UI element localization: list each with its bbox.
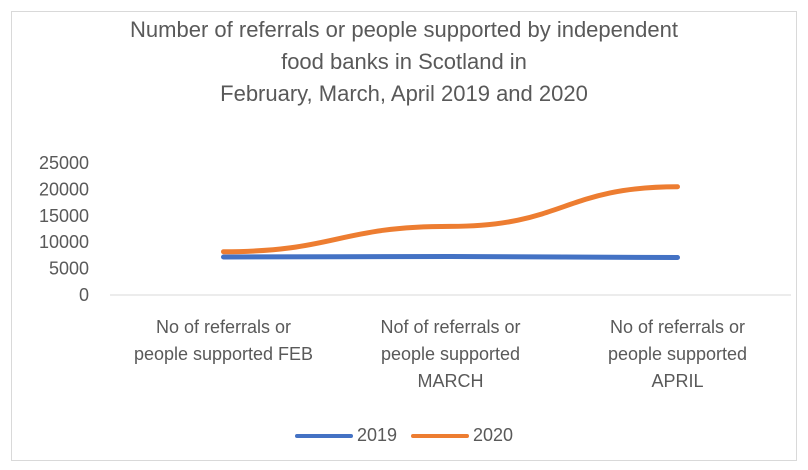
chart-title-line-2: food banks in Scotland in [281,49,527,74]
series-line-2019 [221,253,680,261]
legend-label-2020: 2020 [473,425,514,445]
series-line-2020 [221,184,680,255]
y-tick-label: 20000 [39,179,89,199]
legend-label-2019: 2019 [356,425,397,445]
y-tick-label: 0 [79,285,89,305]
x-tick-label-line: APRIL [651,371,703,391]
legend-item-2019: 2019 [294,425,397,446]
legend-item-2020: 2020 [411,425,513,446]
chart-title-line-3: February, March, April 2019 and 2020 [220,81,588,106]
y-tick-label: 5000 [49,259,89,279]
chart-title: Number of referrals or people supported … [0,14,808,110]
x-tick-label: Nof of referrals or people supported MARCH [380,317,520,391]
x-tick-label: No of referrals or people supported FEB [134,317,313,364]
legend: 2019 2020 [0,425,808,446]
x-tick-label-line: MARCH [418,371,484,391]
y-tick-label: 25000 [39,153,89,173]
x-tick-label: No of referrals or people supported APRIL [608,317,747,391]
x-tick-label-line: people supported [608,344,747,364]
y-tick-label: 10000 [39,232,89,252]
legend-swatch-2019 [294,433,353,438]
x-tick-label-line: No of referrals or [610,317,745,337]
y-tick-label: 15000 [39,206,89,226]
x-tick-label-line: No of referrals or [156,317,291,337]
x-tick-label-line: people supported [381,344,520,364]
chart-title-line-1: Number of referrals or people supported … [130,17,678,42]
chart-area [11,11,797,461]
x-tick-label-line: Nof of referrals or [380,317,520,337]
legend-swatch-2020 [411,433,469,438]
x-tick-label-line: people supported FEB [134,344,313,364]
